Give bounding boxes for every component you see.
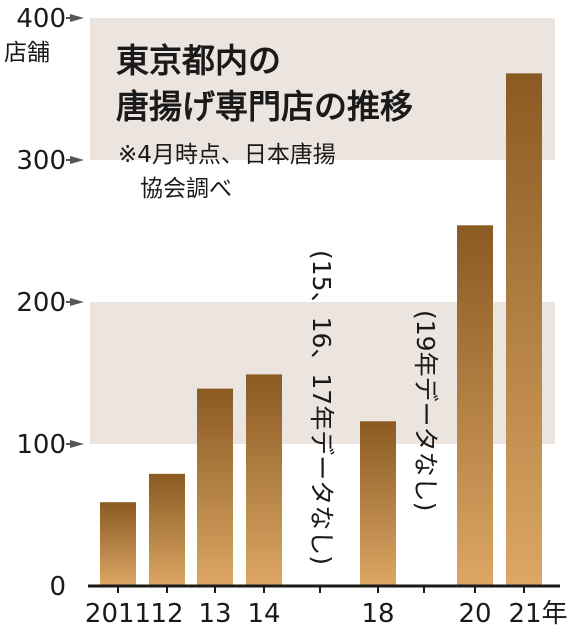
y-tick-label-100: 100 xyxy=(16,430,66,460)
y-axis-unit: 店舗 xyxy=(4,40,50,66)
chart-title-line-1: 東京都内の xyxy=(116,41,281,80)
bar-18 xyxy=(360,421,396,586)
missing-data-note-1: (15、16、17年データなし) xyxy=(307,250,336,565)
x-tick-label-20: 20 xyxy=(458,599,491,629)
background-band-2 xyxy=(90,18,555,160)
x-tick-label-13: 13 xyxy=(198,599,231,629)
bar-13 xyxy=(197,388,233,586)
y-tick-labels: 0 100 200 300 400 xyxy=(16,4,66,602)
x-tick-label-18: 18 xyxy=(361,599,394,629)
bars xyxy=(100,73,542,586)
y-tick-markers xyxy=(66,14,84,448)
y-tick-arrow-400 xyxy=(70,14,84,22)
y-tick-label-200: 200 xyxy=(16,288,66,318)
y-tick-arrow-200 xyxy=(70,298,84,306)
y-tick-label-0: 0 xyxy=(49,572,66,602)
x-tick-label-12: 12 xyxy=(150,599,183,629)
x-tick-marks xyxy=(117,586,525,593)
missing-data-notes: (15、16、17年データなし) (19年データなし) xyxy=(307,250,440,565)
source-note-line-2: 協会調べ xyxy=(140,176,232,202)
bar-21 xyxy=(506,73,542,586)
chart-title: 東京都内の 唐揚げ専門店の推移 xyxy=(116,41,413,126)
x-tick-labels: 2011 12 13 14 18 20 21年 xyxy=(85,599,568,629)
bar-12 xyxy=(149,473,185,586)
source-note: ※4月時点、日本唐揚 協会調べ xyxy=(118,142,336,202)
bar-14 xyxy=(246,374,282,586)
source-note-line-1: ※4月時点、日本唐揚 xyxy=(118,142,336,168)
y-tick-label-400: 400 xyxy=(16,4,66,34)
bar-2011 xyxy=(100,502,136,586)
y-tick-arrow-100 xyxy=(70,440,84,448)
y-tick-arrow-300 xyxy=(70,156,84,164)
x-tick-label-2011: 2011 xyxy=(85,599,151,629)
y-tick-label-300: 300 xyxy=(16,146,66,176)
bar-20 xyxy=(457,225,493,586)
missing-data-note-2: (19年データなし) xyxy=(411,310,440,511)
x-tick-label-21: 21年 xyxy=(508,599,567,629)
x-tick-label-14: 14 xyxy=(247,599,280,629)
chart-title-line-2: 唐揚げ専門店の推移 xyxy=(116,87,413,126)
